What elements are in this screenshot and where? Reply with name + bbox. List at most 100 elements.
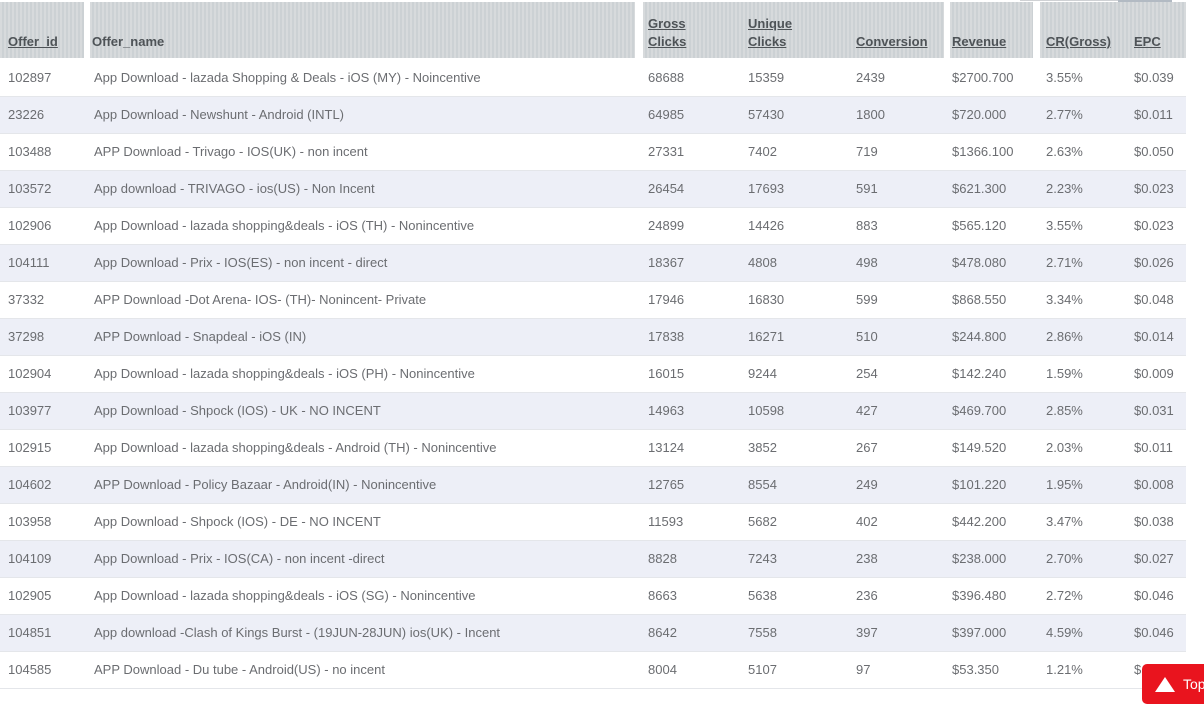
cell-conversion: 402 [856, 514, 878, 529]
cell-gross-clicks: 26454 [648, 181, 685, 196]
table-row: 102906 App Download - lazada shopping&de… [0, 208, 1186, 245]
cell-offer-id: 104585 [8, 662, 52, 677]
cell-gross-clicks: 64985 [648, 107, 685, 122]
column-header-epc[interactable]: EPC [1134, 34, 1161, 49]
cell-offer-name: App download - TRIVAGO - ios(US) - Non I… [94, 181, 375, 196]
cell-offer-name: App Download - Shpock (IOS) - DE - NO IN… [94, 514, 381, 529]
cell-revenue: $442.200 [952, 514, 1007, 529]
column-header-revenue[interactable]: Revenue [952, 34, 1007, 49]
cell-unique-clicks: 5682 [748, 514, 777, 529]
cell-offer-name: App Download - lazada shopping&deals - A… [94, 440, 497, 455]
cell-epc: $0.009 [1134, 366, 1174, 381]
table-row: 103572 App download - TRIVAGO - ios(US) … [0, 171, 1186, 208]
table-row: 104111 App Download - Prix - IOS(ES) - n… [0, 245, 1186, 282]
cell-conversion: 254 [856, 366, 878, 381]
column-header-conversion[interactable]: Conversion [856, 34, 928, 49]
cell-unique-clicks: 10598 [748, 403, 785, 418]
cell-revenue: $53.350 [952, 662, 999, 677]
cell-offer-name: App download -Clash of Kings Burst - (19… [94, 625, 501, 640]
cell-offer-name: App Download - Prix - IOS(ES) - non ince… [94, 255, 388, 270]
cell-unique-clicks: 7243 [748, 551, 777, 566]
cell-epc: $0.008 [1134, 477, 1174, 492]
header-cell-bg-cr-epc [1040, 2, 1186, 58]
cell-offer-id: 103977 [8, 403, 52, 418]
cell-gross-clicks: 12765 [648, 477, 685, 492]
header-cell-bg-offer-name [90, 2, 635, 58]
cell-conversion: 2439 [856, 70, 885, 85]
cell-conversion: 510 [856, 329, 878, 344]
cell-offer-id: 102915 [8, 440, 52, 455]
cell-conversion: 498 [856, 255, 878, 270]
cell-cr-gross: 2.63% [1046, 144, 1083, 159]
table-row: 102905 App Download - lazada shopping&de… [0, 578, 1186, 615]
table-header: Offer_id Offer_name Gross Clicks Unique … [0, 0, 1204, 60]
column-header-cr-gross[interactable]: CR(Gross) [1046, 34, 1112, 49]
cell-cr-gross: 3.47% [1046, 514, 1083, 529]
cell-unique-clicks: 9244 [748, 366, 777, 381]
cell-conversion: 719 [856, 144, 878, 159]
cell-offer-name: App Download - Prix - IOS(CA) - non ince… [94, 551, 385, 566]
cell-gross-clicks: 16015 [648, 366, 685, 381]
cell-unique-clicks: 15359 [748, 70, 785, 85]
cell-gross-clicks: 8642 [648, 625, 677, 640]
cell-offer-id: 102905 [8, 588, 52, 603]
cell-epc: $0.039 [1134, 70, 1174, 85]
cell-offer-name: App Download - lazada shopping&deals - i… [94, 366, 475, 381]
column-header-offer-name: Offer_name [92, 34, 165, 49]
cell-revenue: $149.520 [952, 440, 1007, 455]
cell-conversion: 236 [856, 588, 878, 603]
cell-conversion: 249 [856, 477, 878, 492]
back-to-top-button[interactable]: Top [1142, 664, 1204, 704]
cell-cr-gross: 3.55% [1046, 218, 1083, 233]
column-header-offer-id[interactable]: Offer_id [8, 34, 58, 49]
cell-epc: $0.011 [1134, 440, 1173, 455]
cell-offer-name: APP Download -Dot Arena- IOS- (TH)- Noni… [94, 292, 427, 307]
cell-unique-clicks: 57430 [748, 107, 785, 122]
table-row: 102915 App Download - lazada shopping&de… [0, 430, 1186, 467]
cell-gross-clicks: 8663 [648, 588, 677, 603]
cell-revenue: $478.080 [952, 255, 1007, 270]
cell-revenue: $720.000 [952, 107, 1007, 122]
cell-unique-clicks: 4808 [748, 255, 777, 270]
table-row: 103958 App Download - Shpock (IOS) - DE … [0, 504, 1186, 541]
cell-epc: $0.050 [1134, 144, 1174, 159]
table-row: 37332 APP Download -Dot Arena- IOS- (TH)… [0, 282, 1186, 319]
table-row: 104109 App Download - Prix - IOS(CA) - n… [0, 541, 1186, 578]
cell-offer-id: 104111 [8, 255, 50, 270]
cell-unique-clicks: 7558 [748, 625, 777, 640]
cell-revenue: $396.480 [952, 588, 1007, 603]
cell-revenue: $244.800 [952, 329, 1007, 344]
cell-revenue: $621.300 [952, 181, 1007, 196]
column-header-unique-clicks[interactable]: Unique Clicks [748, 16, 793, 49]
cutoff-button-bottom-edge [1118, 0, 1172, 2]
cell-epc: $0.046 [1134, 588, 1174, 603]
cell-unique-clicks: 16830 [748, 292, 785, 307]
up-triangle-icon [1155, 676, 1175, 692]
cell-offer-id: 104109 [8, 551, 52, 566]
cell-gross-clicks: 17838 [648, 329, 685, 344]
table-row: 102897 App Download - lazada Shopping & … [0, 60, 1186, 97]
cell-cr-gross: 3.55% [1046, 70, 1083, 85]
cell-epc: $0.048 [1134, 292, 1174, 307]
table-row: 104851 App download -Clash of Kings Burs… [0, 615, 1186, 652]
table-row: 102904 App Download - lazada shopping&de… [0, 356, 1186, 393]
cell-conversion: 238 [856, 551, 878, 566]
cell-unique-clicks: 8554 [748, 477, 777, 492]
cell-offer-name: App Download - lazada Shopping & Deals -… [94, 70, 481, 85]
back-to-top-label: Top [1183, 676, 1204, 692]
cell-epc: $0.023 [1134, 181, 1174, 196]
cell-unique-clicks: 14426 [748, 218, 785, 233]
cell-offer-id: 37298 [8, 329, 45, 344]
cell-conversion: 267 [856, 440, 878, 455]
cell-unique-clicks: 5107 [748, 662, 777, 677]
cell-offer-name: APP Download - Trivago - IOS(UK) - non i… [94, 144, 368, 159]
cell-gross-clicks: 68688 [648, 70, 685, 85]
cell-offer-id: 23226 [8, 107, 45, 122]
cell-cr-gross: 4.59% [1046, 625, 1083, 640]
cell-offer-id: 102897 [8, 70, 52, 85]
cell-unique-clicks: 7402 [748, 144, 777, 159]
cell-offer-id: 102904 [8, 366, 52, 381]
cell-unique-clicks: 3852 [748, 440, 777, 455]
cell-offer-id: 104851 [8, 625, 52, 640]
column-header-gross-clicks[interactable]: Gross Clicks [648, 16, 687, 49]
